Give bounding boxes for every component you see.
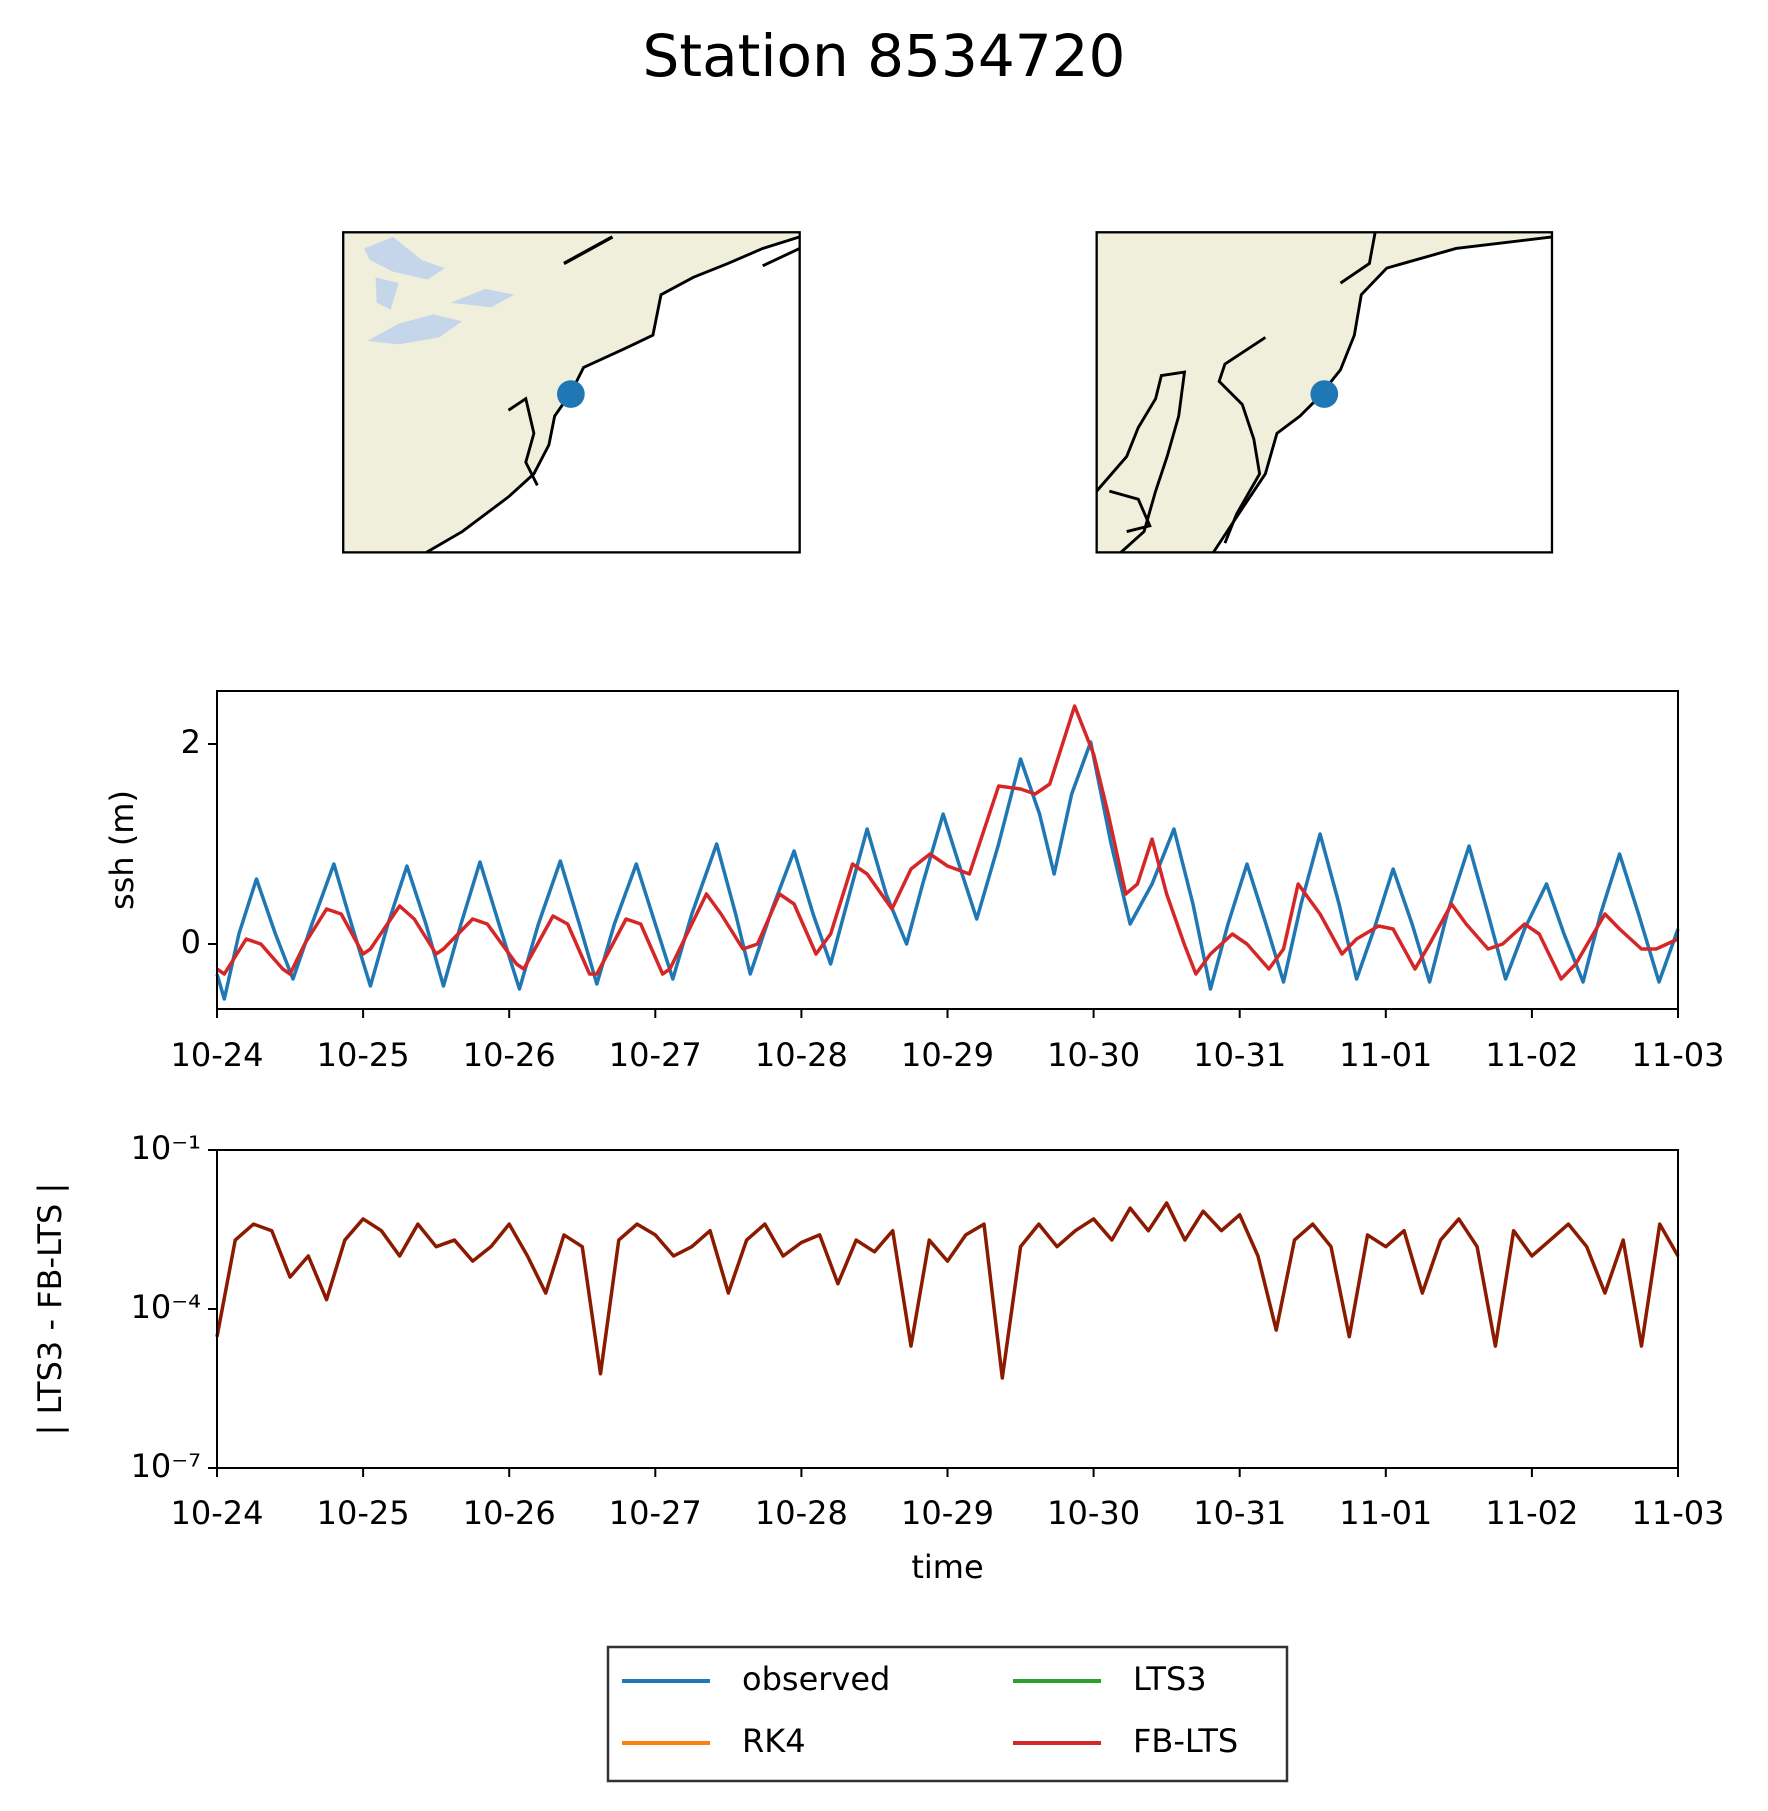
x-tick-label: 10-30 [1047, 1494, 1140, 1532]
legend: observed RK4 LTS3 FB-LTS [606, 1645, 1289, 1783]
x-tick-label: 10-29 [901, 1494, 994, 1532]
map-local [1095, 231, 1554, 554]
x-axis-label: time [911, 1548, 983, 1586]
maps [342, 231, 1554, 554]
x-tick-label: 10-29 [901, 1036, 994, 1074]
x-tick-label: 11-02 [1485, 1494, 1578, 1532]
x-tick-label: 10-25 [317, 1494, 410, 1532]
x-tick-label: 11-02 [1485, 1036, 1578, 1074]
y-tick-label: 10⁻⁷ [131, 1447, 201, 1485]
x-tick-label: 10-31 [1193, 1036, 1286, 1074]
x-tick-label: 10-28 [755, 1494, 848, 1532]
map-regional [342, 231, 801, 554]
legend-label: observed [742, 1660, 890, 1698]
x-tick-label: 10-24 [171, 1494, 264, 1532]
y-axis-label: ssh (m) [103, 790, 141, 910]
x-tick-label: 10-26 [463, 1494, 556, 1532]
data-line [215, 1201, 1680, 1380]
legend-box [606, 1645, 1289, 1783]
legend-label: FB-LTS [1133, 1722, 1238, 1760]
legend-label: RK4 [742, 1722, 806, 1760]
x-tick-label: 11-03 [1632, 1494, 1725, 1532]
x-tick-label: 10-30 [1047, 1036, 1140, 1074]
y-tick-label: 10⁻¹ [131, 1129, 201, 1167]
data-line [215, 740, 1680, 1001]
x-tick-label: 10-27 [609, 1494, 702, 1532]
figure-title: Station 8534720 [643, 22, 1126, 90]
y-tick-label: 10⁻⁴ [131, 1288, 201, 1326]
x-tick-label: 10-31 [1193, 1494, 1286, 1532]
x-tick-label: 11-03 [1632, 1036, 1725, 1074]
x-tick-label: 10-24 [171, 1036, 264, 1074]
data-line [216, 704, 1679, 981]
x-tick-label: 10-27 [609, 1036, 702, 1074]
x-tick-label: 11-01 [1339, 1036, 1432, 1074]
x-tick-label: 11-01 [1339, 1494, 1432, 1532]
legend-label: LTS3 [1133, 1660, 1207, 1698]
x-tick-label: 10-28 [755, 1036, 848, 1074]
y-tick-label: 0 [181, 923, 201, 961]
y-axis-label: | LTS3 - FB-LTS | [31, 1183, 69, 1436]
x-tick-label: 10-26 [463, 1036, 556, 1074]
y-tick-label: 2 [181, 723, 201, 761]
x-tick-label: 10-25 [317, 1036, 410, 1074]
